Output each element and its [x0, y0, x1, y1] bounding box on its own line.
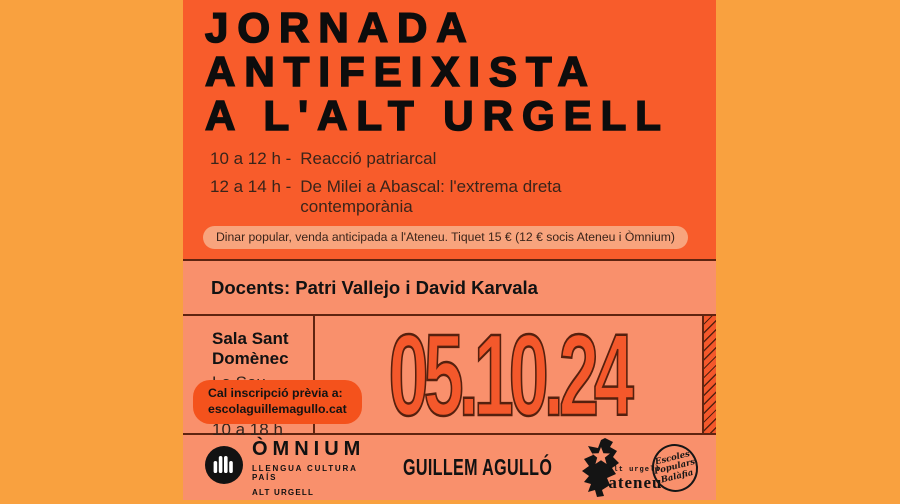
venue-column: Sala Sant Domènec La Seu d'Urgell 10 a 1… — [183, 316, 362, 439]
ateneu-logo: alt urgell ateneu — [575, 437, 661, 499]
event-date: 05.10.24 — [388, 309, 635, 440]
venue-name: Sala Sant Domènec — [212, 329, 289, 368]
guillem-agullo-logo: GUILLEM AGULLÓ — [403, 454, 553, 481]
venue-hours: 10 a 18 h — [212, 420, 283, 439]
ateneu-wordmark: alt urgell ateneu — [608, 466, 662, 492]
omnium-logo: ÒMNIUM LLENGUA CULTURA PAÍS ALT URGELL — [205, 438, 365, 497]
poster-title: JORNADA ANTIFEIXISTA A L'ALT URGELL — [183, 0, 716, 139]
ateneu-map-icon — [575, 437, 637, 503]
title-line-3: A L'ALT URGELL — [204, 92, 670, 139]
lunch-note-pill: Dinar popular, venda anticipada a l'Aten… — [203, 226, 688, 249]
title-line-1: JORNADA — [204, 4, 476, 51]
ateneu-name: ateneu — [608, 472, 663, 492]
location-section: Sala Sant Domènec La Seu d'Urgell 10 a 1… — [183, 309, 716, 440]
omnium-wordmark: ÒMNIUM LLENGUA CULTURA PAÍS ALT URGELL — [252, 438, 365, 497]
omnium-name: ÒMNIUM — [252, 438, 366, 460]
schedule-topic: De Milei a Abascal: l'extrema dreta cont… — [300, 177, 562, 217]
guillem-agullo-wordmark: GUILLEM AGULLÓ — [403, 454, 553, 480]
omnium-region: ALT URGELL — [252, 488, 315, 497]
docents-line: Docents: Patri Vallejo i David Karvala — [211, 276, 538, 298]
registration-url: escolaguillemagullo.cat — [208, 402, 347, 417]
schedule-topic: Reacció patriarcal — [300, 149, 437, 168]
schedule-time: 10 a 12 h - — [210, 149, 292, 168]
omnium-tagline: LLENGUA CULTURA PAÍS — [252, 464, 358, 482]
omnium-circle-icon — [205, 446, 243, 489]
date-panel: 05.10.24 — [315, 309, 703, 440]
registration-line-1: Cal inscripció prèvia a: — [208, 386, 343, 401]
logos-footer: ÒMNIUM LLENGUA CULTURA PAÍS ALT URGELL G… — [183, 435, 716, 500]
schedule-time: 12 a 14 h - — [210, 177, 292, 197]
poster-header: JORNADA ANTIFEIXISTA A L'ALT URGELL 10 a… — [183, 0, 716, 275]
title-line-2: ANTIFEIXISTA — [204, 48, 597, 95]
docents-band: Docents: Patri Vallejo i David Karvala — [183, 259, 716, 314]
registration-pill: Cal inscripció prèvia a: escolaguillemag… — [193, 380, 362, 424]
schedule-row: 12 a 14 h - De Milei a Abascal: l'extrem… — [210, 177, 716, 217]
schedule-row: 10 a 12 h - Reacció patriarcal — [210, 149, 716, 169]
ateneu-region-label: alt urgell — [608, 465, 661, 474]
schedule-list: 10 a 12 h - Reacció patriarcal 12 a 14 h… — [183, 149, 716, 276]
event-poster: JORNADA ANTIFEIXISTA A L'ALT URGELL 10 a… — [183, 0, 716, 500]
diagonal-hatch-decoration — [702, 316, 716, 433]
